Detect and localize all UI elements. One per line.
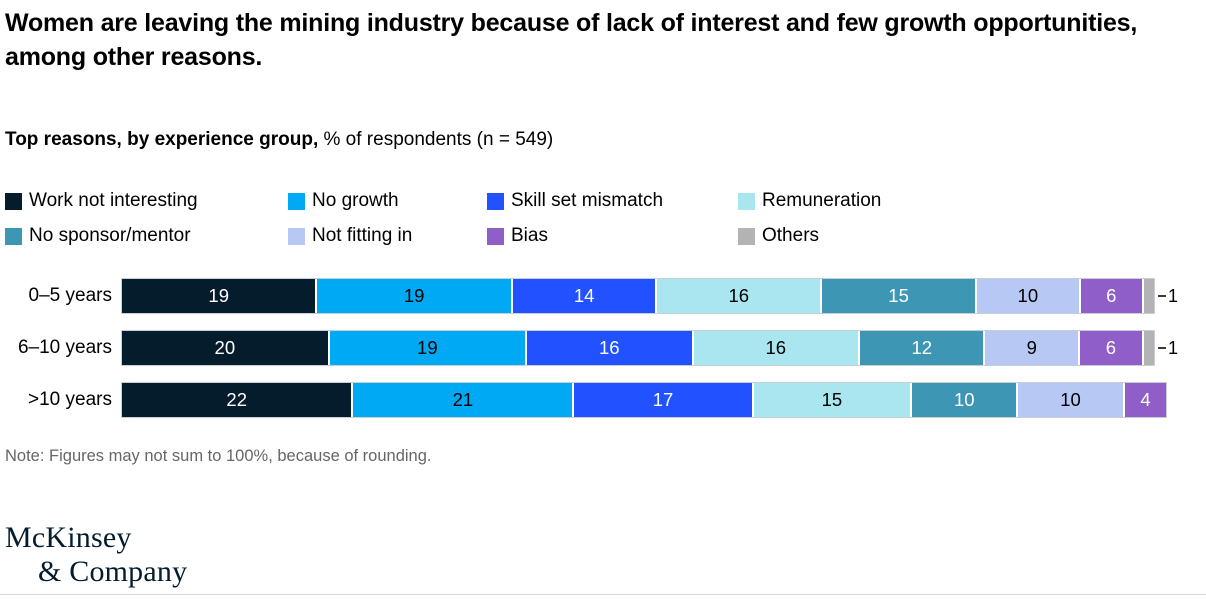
bar-segment-others	[1141, 279, 1154, 313]
bar-segment-bias: 6	[1078, 331, 1142, 365]
legend-swatch-remuneration	[738, 192, 755, 210]
bar-value-label: 10	[1060, 388, 1081, 410]
bar-segment-skill-set-mismatch: 17	[572, 383, 752, 417]
bar-segment-work-not-interesting: 19	[122, 279, 316, 313]
bar-segment-others	[1141, 331, 1154, 365]
legend-label-remuneration: Remuneration	[762, 190, 882, 211]
bar-segment-no-growth: 21	[351, 383, 573, 417]
legend-item-no-sponsor-mentor: No sponsor/mentor	[5, 225, 288, 247]
legend-swatch-bias	[487, 227, 504, 245]
bar-value-label: 4	[1140, 388, 1151, 410]
legend-swatch-others	[738, 227, 755, 245]
legend-item-skill-set-mismatch: Skill set mismatch	[487, 190, 738, 212]
legend-item-work-not-interesting: Work not interesting	[5, 190, 288, 212]
bar-segment-remuneration: 16	[691, 331, 859, 365]
bar-value-label: 16	[728, 284, 750, 306]
bar-value-label: 22	[226, 388, 247, 410]
legend-label-not-fitting-in: Not fitting in	[312, 225, 413, 246]
legend: Work not interesting No growth Skill set m…	[5, 190, 1038, 247]
legend-swatch-no-sponsor-mentor	[5, 227, 22, 245]
chart-title: Women are leaving the mining industry be…	[5, 9, 1138, 71]
chart-subtitle-bold: Top reasons, by experience group,	[5, 129, 319, 150]
mckinsey-logo: McKinsey & Company	[5, 521, 187, 589]
bar-segment-not-fitting-in: 10	[974, 279, 1079, 313]
bar-value-label: 15	[821, 388, 843, 410]
bar-value-label: 9	[1026, 336, 1037, 358]
bar-value-label: 16	[599, 336, 620, 358]
bar-row-label-10-years: >10 years	[28, 389, 112, 410]
bar-value-label: 10	[953, 388, 975, 410]
legend-swatch-work-not-interesting	[5, 192, 22, 210]
bar-value-label: 21	[452, 388, 474, 410]
legend-swatch-skill-set-mismatch	[487, 192, 504, 210]
legend-item-bias: Bias	[487, 225, 738, 247]
bar-segment-no-sponsor-mentor: 12	[858, 331, 984, 365]
bar-value-label: 20	[214, 336, 236, 358]
bar-row-label-0-5-years: 0–5 years	[28, 285, 112, 306]
legend-item-others: Others	[738, 225, 1038, 247]
bar-row-6-10-years: 6–10 years 20 19 16 16 12 9 6 1	[0, 330, 1178, 366]
bar-segment-no-sponsor-mentor: 15	[820, 279, 975, 313]
chart-subtitle: Top reasons, by experience group, % of r…	[5, 129, 553, 151]
legend-item-not-fitting-in: Not fitting in	[288, 225, 487, 247]
bar-value-label: 10	[1017, 284, 1039, 306]
bar-segment-remuneration: 16	[655, 279, 821, 313]
bar-segment-no-sponsor-mentor: 10	[910, 383, 1017, 417]
outside-value-label: 1	[1167, 337, 1178, 358]
leader-line	[1157, 347, 1166, 349]
bar-track-6-10-years: 20 19 16 16 12 9 6 1	[121, 330, 1178, 366]
legend-label-no-growth: No growth	[312, 190, 399, 211]
bar-value-label: 17	[652, 388, 674, 410]
bottom-divider	[0, 594, 1206, 595]
bar-segment-no-growth: 19	[315, 279, 511, 313]
legend-label-bias: Bias	[511, 225, 548, 246]
logo-line-1: McKinsey	[5, 521, 132, 554]
legend-item-no-growth: No growth	[288, 190, 487, 212]
bar-value-label: 14	[573, 284, 595, 306]
bar-value-label: 15	[888, 284, 909, 306]
footnote: Note: Figures may not sum to 100%, becau…	[5, 447, 432, 465]
bar-segment-bias: 6	[1078, 279, 1142, 313]
legend-label-others: Others	[762, 225, 820, 246]
chart-subtitle-regular: % of respondents (n = 549)	[318, 129, 554, 150]
legend-swatch-no-growth	[288, 192, 305, 210]
bar-segment-no-growth: 19	[327, 331, 526, 365]
bar-segment-bias: 4	[1122, 383, 1167, 417]
bar-segment-work-not-interesting: 20	[122, 331, 328, 365]
bar-segment-remuneration: 15	[751, 383, 911, 417]
bar-segment-work-not-interesting: 22	[122, 383, 352, 417]
bar-row-0-5-years: 0–5 years 19 19 14 16 15 10 6 1	[0, 278, 1178, 314]
bar-value-label: 6	[1106, 284, 1117, 306]
bar-fill-6-10-years: 20 19 16 16 12 9 6	[121, 330, 1155, 366]
bar-chart: 0–5 years 19 19 14 16 15 10 6 1 6–10 years 20 19 16 1…	[0, 278, 1178, 434]
legend-swatch-not-fitting-in	[288, 227, 305, 245]
legend-item-remuneration: Remuneration	[738, 190, 1038, 212]
bar-value-label: 19	[417, 336, 438, 358]
bar-track-10-years: 22 21 17 15 10 10 4	[121, 382, 1178, 418]
bar-segment-skill-set-mismatch: 16	[525, 331, 692, 365]
bar-row-label-6-10-years: 6–10 years	[17, 337, 112, 358]
bar-track-0-5-years: 19 19 14 16 15 10 6 1	[121, 278, 1178, 314]
leader-line	[1157, 295, 1166, 297]
bar-row-10-years: >10 years 22 21 17 15 10 10 4	[0, 382, 1178, 418]
bar-segment-not-fitting-in: 10	[1016, 383, 1123, 417]
bar-segment-skill-set-mismatch: 14	[510, 279, 656, 313]
bar-fill-0-5-years: 19 19 14 16 15 10 6	[121, 278, 1155, 314]
bar-segment-not-fitting-in: 9	[983, 331, 1078, 365]
bar-value-label: 19	[403, 284, 425, 306]
legend-label-no-sponsor-mentor: No sponsor/mentor	[29, 225, 191, 246]
bar-value-label: 12	[911, 336, 933, 358]
logo-line-2: & Company	[38, 555, 188, 588]
outside-value-label: 1	[1167, 285, 1178, 306]
bar-value-label: 6	[1105, 336, 1116, 358]
legend-label-work-not-interesting: Work not interesting	[29, 190, 198, 211]
bar-value-label: 19	[208, 284, 229, 306]
bar-fill-10-years: 22 21 17 15 10 10 4	[121, 382, 1168, 418]
bar-value-label: 16	[765, 336, 787, 358]
legend-label-skill-set-mismatch: Skill set mismatch	[511, 190, 664, 211]
